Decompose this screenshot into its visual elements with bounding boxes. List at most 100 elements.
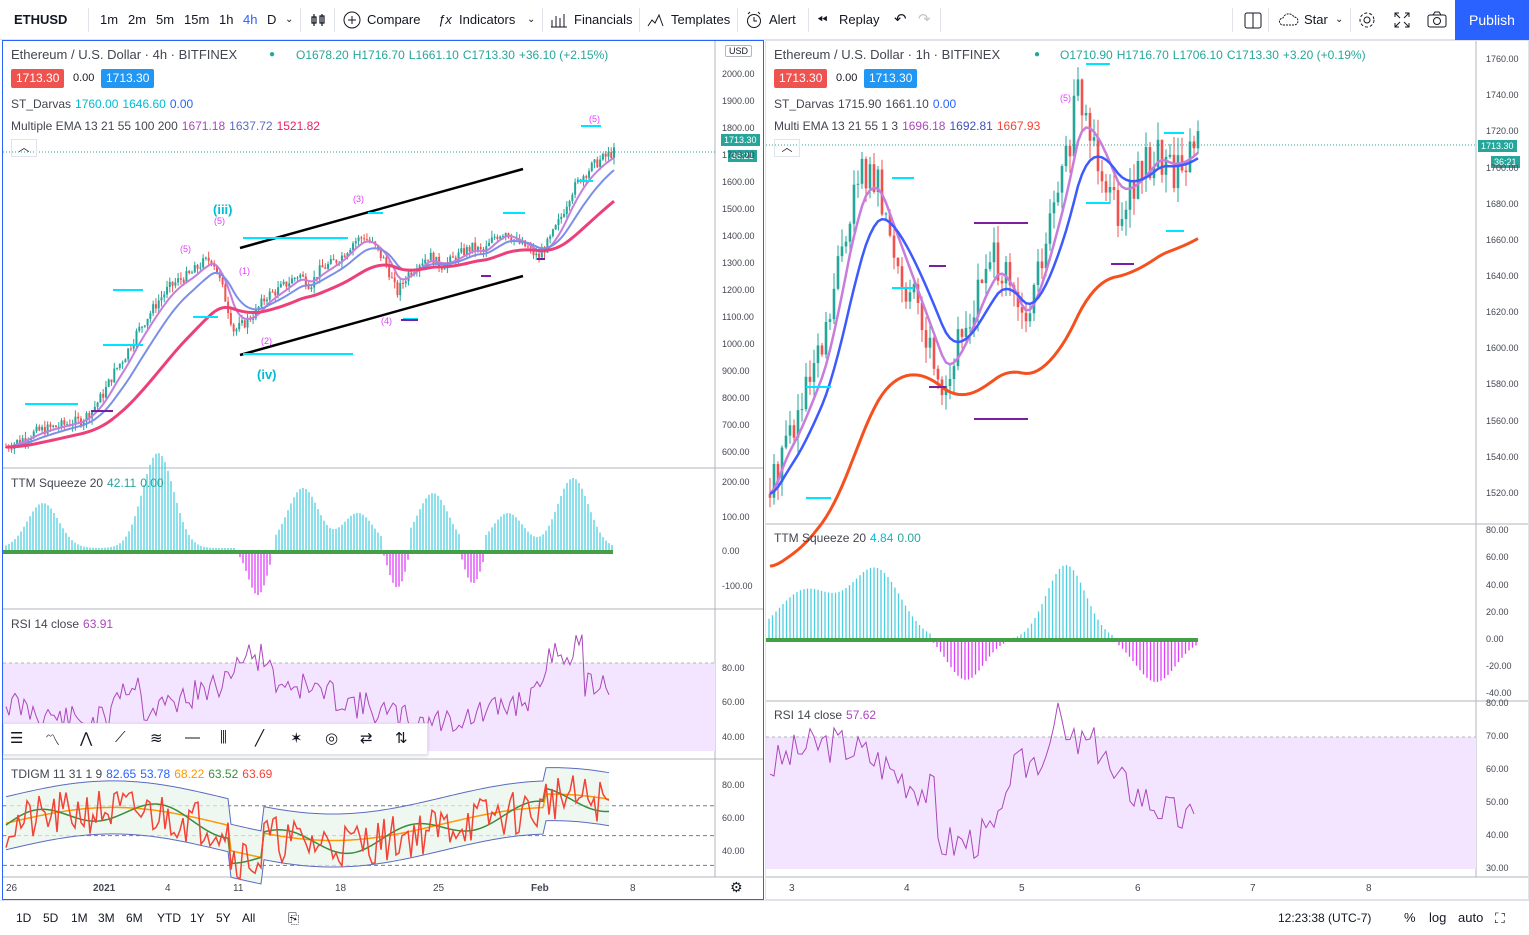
- candle-body: [1124, 209, 1128, 220]
- financials-icon[interactable]: [550, 12, 568, 28]
- left-chart-canvas[interactable]: [3, 41, 763, 899]
- right-chart-panel[interactable]: Ethereum / U.S. Dollar · 1h · BITFINEX ●…: [765, 40, 1529, 900]
- ttm-legend[interactable]: TTM Squeeze 20 4.84 0.00: [774, 531, 921, 545]
- range-5y[interactable]: 5Y: [216, 911, 231, 925]
- undo-icon[interactable]: ↶: [894, 11, 907, 28]
- wave-label-1: (1): [239, 266, 250, 276]
- interval-4h[interactable]: 4h: [243, 12, 258, 27]
- gann-icon[interactable]: ◎: [325, 730, 339, 747]
- layout-icon[interactable]: [1244, 12, 1262, 29]
- chevron-down-icon[interactable]: ⌄: [527, 14, 536, 25]
- tdi-legend[interactable]: TDIGM 11 31 1 9 82.65 53.78 68.22 63.52 63.69: [11, 767, 273, 781]
- brush-icon[interactable]: ⟋: [115, 729, 126, 746]
- range-1y[interactable]: 1Y: [190, 911, 205, 925]
- bid-price-badge[interactable]: 1713.30: [774, 69, 828, 88]
- candle-body: [896, 257, 900, 267]
- range-3m[interactable]: 3M: [98, 911, 115, 925]
- drawing-toolbar[interactable]: ☰ 〽 ⋀ ⟋ ≋ — ⫼ ╱ ✶ ◎ ⇄ ⇅: [3, 723, 428, 755]
- collapse-legend-button[interactable]: ︿: [11, 139, 37, 157]
- redo-icon[interactable]: ↷: [918, 11, 931, 28]
- candle-body: [1036, 261, 1040, 285]
- horizontal-line-icon[interactable]: —: [185, 729, 200, 746]
- candle-body: [1184, 170, 1188, 173]
- range-1d[interactable]: 1D: [16, 911, 32, 925]
- chevron-down-icon[interactable]: ⌄: [285, 14, 294, 25]
- darvas-legend[interactable]: ST_Darvas 1715.90 1661.10 0.00: [774, 97, 957, 111]
- bars-pattern-icon[interactable]: ⫼: [220, 729, 227, 746]
- candle-body: [285, 281, 288, 287]
- price-tick: 1540.00: [1486, 451, 1519, 462]
- fib-icon[interactable]: ≋: [150, 730, 163, 747]
- candle-body: [964, 327, 968, 337]
- range-ytd[interactable]: YTD: [157, 911, 181, 925]
- percent-toggle[interactable]: %: [1404, 910, 1416, 925]
- candle-body: [38, 426, 41, 431]
- candle-body: [66, 424, 69, 426]
- date-range-icon[interactable]: ⎘: [288, 910, 300, 926]
- fullscreen-icon[interactable]: [1394, 12, 1410, 28]
- indicators-button[interactable]: Indicators: [459, 12, 516, 27]
- left-chart-panel[interactable]: Ethereum / U.S. Dollar · 4h · BITFINEX ●…: [2, 40, 764, 900]
- interval-1m[interactable]: 1m: [100, 12, 119, 27]
- candle-body: [812, 363, 816, 382]
- currency-label[interactable]: USD: [725, 45, 753, 57]
- xabcd-icon[interactable]: ✶: [290, 730, 303, 747]
- templates-icon[interactable]: [647, 12, 665, 28]
- camera-icon[interactable]: [1427, 11, 1447, 29]
- replay-button[interactable]: Replay: [839, 12, 880, 27]
- bottom-toolbar: 1D 5D 1M 3M 6M YTD 1Y 5Y All ⎘ 12:23:38 (UTC-7) …: [0, 900, 1529, 934]
- gear-icon[interactable]: [1358, 11, 1376, 29]
- chevron-down-icon[interactable]: ⌄: [1335, 14, 1344, 25]
- interval-15m[interactable]: 15m: [184, 12, 210, 27]
- alert-button[interactable]: Alert: [769, 12, 796, 27]
- ask-price-badge[interactable]: 1713.30: [864, 69, 918, 88]
- indicators-icon[interactable]: ƒx: [438, 12, 452, 27]
- auto-toggle[interactable]: auto: [1458, 910, 1484, 925]
- range-all[interactable]: All: [242, 911, 256, 925]
- range-6m[interactable]: 6M: [126, 911, 143, 925]
- gear-icon[interactable]: ⚙: [730, 879, 743, 895]
- rsi-legend[interactable]: RSI 14 close 63.91: [11, 617, 114, 631]
- trend-chart-icon[interactable]: 〽: [45, 732, 61, 749]
- financials-button[interactable]: Financials: [574, 12, 633, 27]
- ttm-legend[interactable]: TTM Squeeze 20 42.11 0.00: [11, 476, 164, 490]
- right-chart-canvas[interactable]: [766, 41, 1528, 899]
- ema-legend[interactable]: Multiple EMA 13 21 55 100 200 1671.18 1637…: [11, 119, 320, 133]
- templates-button[interactable]: Templates: [671, 12, 731, 27]
- candle-body: [388, 264, 391, 278]
- interval-d[interactable]: D: [267, 12, 277, 27]
- log-toggle[interactable]: log: [1429, 910, 1447, 925]
- ema-legend[interactable]: Multi EMA 13 21 55 1 3 1696.18 1692.81 1667…: [774, 119, 1041, 133]
- collapse-legend-button[interactable]: ︿: [774, 139, 800, 157]
- ema-21-line: [769, 155, 1199, 495]
- publish-button[interactable]: Publish: [1455, 0, 1529, 40]
- hamburger-icon[interactable]: ☰: [10, 730, 24, 747]
- interval-1h[interactable]: 1h: [219, 12, 234, 27]
- interval-2m[interactable]: 2m: [128, 12, 147, 27]
- range-1m[interactable]: 1M: [71, 911, 88, 925]
- measure-icon[interactable]: ⇅: [395, 730, 408, 747]
- pattern-icon[interactable]: ⋀: [80, 730, 93, 747]
- symbol-search[interactable]: ETHUSD: [14, 12, 68, 27]
- compare-icon[interactable]: [343, 11, 361, 29]
- candle-style-icon[interactable]: [310, 12, 326, 28]
- compare-button[interactable]: Compare: [367, 12, 421, 27]
- candle-body: [82, 421, 85, 426]
- ray-icon[interactable]: ╱: [255, 730, 265, 747]
- candle-body: [474, 242, 477, 251]
- fullscreen-icon[interactable]: ⛶: [1495, 910, 1505, 926]
- range-5d[interactable]: 5D: [43, 911, 59, 925]
- rsi-legend[interactable]: RSI 14 close 57.62: [774, 708, 877, 722]
- clock[interactable]: 12:23:38 (UTC-7): [1278, 911, 1372, 925]
- position-icon[interactable]: ⇄: [360, 730, 373, 747]
- alert-icon[interactable]: [745, 11, 763, 29]
- ask-price-badge[interactable]: 1713.30: [101, 69, 155, 88]
- star-button[interactable]: Star: [1304, 12, 1328, 27]
- interval-5m[interactable]: 5m: [156, 12, 175, 27]
- replay-icon[interactable]: ⏪︎: [817, 12, 828, 27]
- candle-body: [293, 277, 296, 279]
- candle-body: [454, 257, 457, 262]
- darvas-legend[interactable]: ST_Darvas 1760.00 1646.60 0.00: [11, 97, 194, 111]
- cloud-icon[interactable]: [1277, 12, 1299, 28]
- bid-price-badge[interactable]: 1713.30: [11, 69, 65, 88]
